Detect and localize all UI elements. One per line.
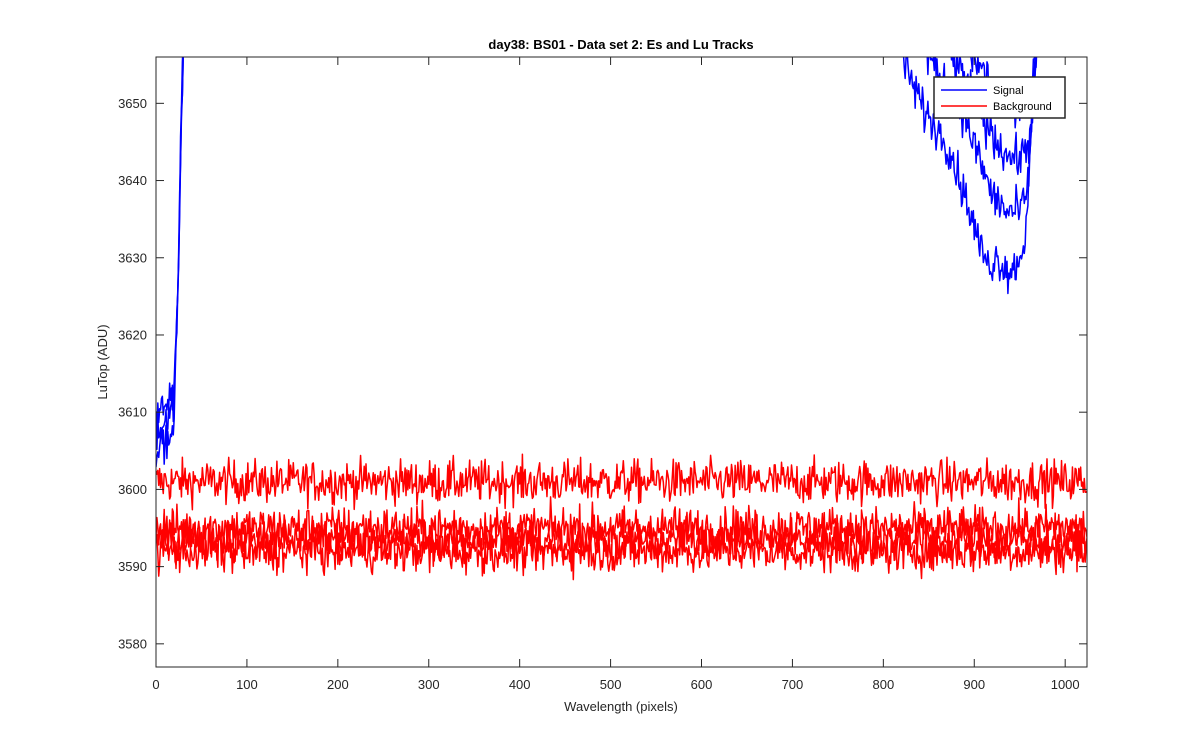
signal-series-line-3	[156, 57, 184, 439]
x-tick-label: 0	[152, 677, 159, 692]
x-tick-label: 700	[782, 677, 804, 692]
y-tick-label: 3630	[118, 250, 147, 265]
x-tick-label: 800	[872, 677, 894, 692]
plot-area	[156, 57, 1087, 667]
x-tick-label: 200	[327, 677, 349, 692]
chart-title: day38: BS01 - Data set 2: Es and Lu Trac…	[488, 37, 753, 52]
x-tick-label: 500	[600, 677, 622, 692]
x-tick-label: 1000	[1051, 677, 1080, 692]
y-tick-label: 3640	[118, 173, 147, 188]
x-axis-title: Wavelength (pixels)	[564, 699, 678, 714]
x-tick-label: 100	[236, 677, 258, 692]
y-tick-label: 3580	[118, 636, 147, 651]
y-axis-title: LuTop (ADU)	[95, 324, 110, 399]
signal-series-line-5	[925, 57, 1036, 221]
signal-series-line-4	[902, 57, 1038, 295]
ticks-layer: 0 100 200 300 400 500 600 700 800 900 1000 3580 3590…	[118, 57, 1087, 692]
y-tick-label: 3610	[118, 405, 147, 420]
x-tick-label: 900	[963, 677, 985, 692]
x-tick-label: 400	[509, 677, 531, 692]
x-tick-label: 300	[418, 677, 440, 692]
axes-box	[155, 56, 1088, 668]
legend-box	[933, 76, 1066, 119]
y-tick-label: 3650	[118, 96, 147, 111]
legend-background-label: Background	[993, 101, 1052, 113]
x-tick-label: 600	[691, 677, 713, 692]
y-tick-label: 3590	[118, 559, 147, 574]
signal-series-line-6	[950, 57, 1037, 176]
y-tick-label: 3620	[118, 327, 147, 342]
legend[interactable]: Signal Background	[933, 76, 1066, 119]
legend-signal-label: Signal	[993, 85, 1024, 97]
background-series-line-4	[156, 518, 1087, 581]
background-series-line-1	[156, 453, 1087, 511]
y-tick-label: 3600	[118, 482, 147, 497]
